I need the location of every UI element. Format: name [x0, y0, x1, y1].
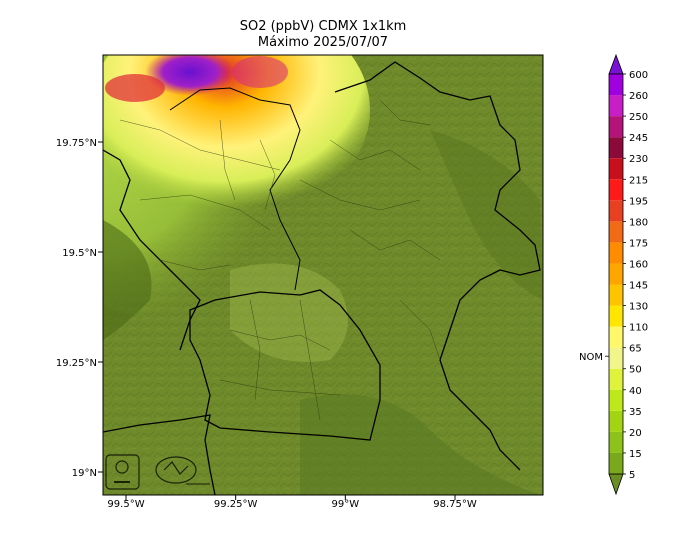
colorbar-tick-label: 5: [629, 470, 635, 481]
colorbar-segment: [609, 305, 623, 327]
colorbar-tick-label: 35: [629, 407, 642, 418]
colorbar: 5 15 20 35 40 50 65 110 130 145 160 175 180 195 215 230…: [579, 53, 648, 496]
colorbar-segment: [609, 95, 623, 117]
colorbar-tick-label: 600: [629, 70, 648, 81]
map-area: [103, 55, 543, 495]
colorbar-segment: [609, 158, 623, 180]
colorbar-segment: [609, 263, 623, 285]
lat-tick-label: 19°N: [72, 468, 97, 479]
state-boundary-west: [103, 149, 201, 351]
state-boundary-east: [334, 61, 541, 471]
colorbar-segment: [609, 116, 623, 138]
lon-tick-label: 99.25°W: [214, 499, 258, 510]
colorbar-segment: [609, 431, 623, 453]
gobierno-cdmx-logo: [155, 456, 210, 485]
colorbar-segment: [609, 74, 623, 96]
colorbar-frame: [608, 73, 624, 475]
colorbar-segment: [609, 137, 623, 159]
colorbar-tick-label: 250: [629, 112, 648, 123]
nom-label: NOM: [579, 352, 603, 363]
colorbar-segment: [609, 389, 623, 411]
state-boundary-north: [169, 87, 301, 291]
colorbar-segment: [609, 221, 623, 243]
cdmx-boundary: [189, 289, 381, 441]
colorbar-segment: [609, 410, 623, 432]
colorbar-tick-label: 195: [629, 196, 648, 207]
colorbar-segment: [609, 200, 623, 222]
map-frame: [102, 54, 544, 496]
colorbar-segment: [609, 347, 623, 369]
lat-tick-label: 19.75°N: [56, 138, 97, 149]
colorbar-tick-label: 180: [629, 217, 648, 228]
lon-tick-label: 98.75°W: [433, 499, 477, 510]
colorbar-tick-label: 175: [629, 238, 648, 249]
colorbar-tick-label: 20: [629, 428, 642, 439]
colorbar-segment: [609, 452, 623, 474]
colorbar-tick-label: 40: [629, 386, 642, 397]
lat-tick-label: 19.5°N: [62, 248, 97, 259]
municipal-boundaries: [119, 99, 441, 421]
colorbar-extend-high: [608, 53, 624, 75]
lat-tick-label: 19.25°N: [56, 358, 97, 369]
colorbar-segment: [609, 326, 623, 348]
colorbar-segment: [609, 242, 623, 264]
longitude-axis: 99.5°W 99.25°W 99°W 98.75°W: [107, 495, 477, 510]
latitude-axis: 19.75°N 19.5°N 19.25°N 19°N: [56, 138, 103, 479]
colorbar-tick-label: 110: [629, 323, 648, 334]
colorbar-tick-label: 245: [629, 133, 648, 144]
lon-tick-label: 99°W: [332, 499, 360, 510]
state-boundary-south: [103, 414, 216, 495]
lon-tick-label: 99.5°W: [107, 499, 144, 510]
colorbar-tick-label: 15: [629, 449, 642, 460]
colorbar-tick-label: 160: [629, 259, 648, 270]
colorbar-tick-label: 215: [629, 175, 648, 186]
map-title: SO2 (ppbV) CDMX 1x1km: [239, 19, 407, 34]
colorbar-tick-label: 50: [629, 365, 642, 376]
colorbar-tick-label: 65: [629, 344, 642, 355]
colorbar-tick-label: 145: [629, 281, 648, 292]
colorbar-segment: [609, 368, 623, 390]
so2-plume: [103, 55, 370, 220]
sedema-logo: [105, 454, 140, 490]
colorbar-tick-label: 230: [629, 154, 648, 165]
colorbar-segment: [609, 284, 623, 306]
colorbar-segment: [609, 179, 623, 201]
colorbar-tick-label: 130: [629, 302, 648, 313]
colorbar-tick-label: 260: [629, 91, 648, 102]
colorbar-extend-low: [608, 473, 624, 496]
so2-peak: [145, 55, 235, 96]
map-subtitle: Máximo 2025/07/07: [257, 35, 389, 50]
